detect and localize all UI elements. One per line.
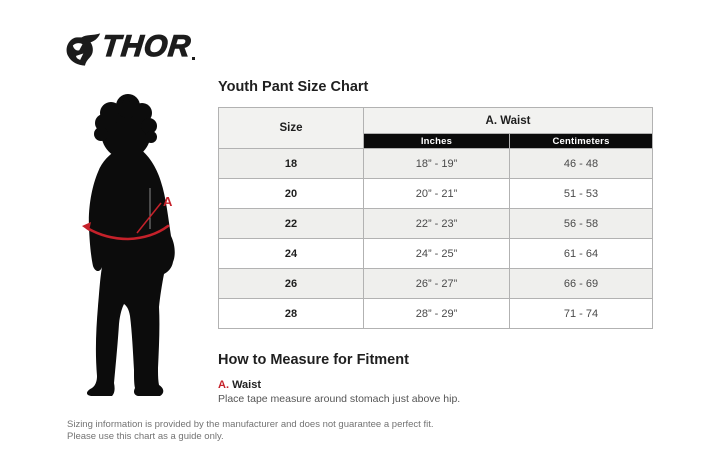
centimeters-value: 61 - 64 xyxy=(508,238,654,269)
measure-item-label: Waist xyxy=(232,379,261,391)
table-row: 24 24” - 25” 61 - 64 xyxy=(218,238,654,269)
size-value: 24 xyxy=(218,238,364,269)
waist-arrow-icon xyxy=(82,222,91,231)
column-header-size: Size xyxy=(218,107,364,149)
disclaimer-line-2: Please use this chart as a guide only. xyxy=(67,431,224,442)
size-value: 20 xyxy=(218,178,364,209)
table-row: 26 26” - 27” 66 - 69 xyxy=(218,268,654,299)
size-value: 28 xyxy=(218,298,364,329)
table-row: 22 22” - 23” 56 - 58 xyxy=(218,208,654,239)
centimeters-value: 71 - 74 xyxy=(508,298,654,329)
inches-value: 22” - 23” xyxy=(363,208,510,239)
chart-title: Youth Pant Size Chart xyxy=(218,79,369,95)
logo-trademark-dot xyxy=(192,57,195,60)
column-header-centimeters: Centimeters xyxy=(508,133,654,149)
measure-section-title: How to Measure for Fitment xyxy=(218,352,409,368)
size-value: 18 xyxy=(218,148,364,179)
disclaimer-line-1: Sizing information is provided by the ma… xyxy=(67,419,434,430)
inches-value: 20” - 21” xyxy=(363,178,510,209)
centimeters-value: 66 - 69 xyxy=(508,268,654,299)
measure-item-heading: A. Waist xyxy=(218,379,652,392)
table-row: 18 18” - 19” 46 - 48 xyxy=(218,148,654,179)
inches-value: 24” - 25” xyxy=(363,238,510,269)
column-header-inches: Inches xyxy=(363,133,510,149)
marker-leader-line xyxy=(136,202,162,234)
column-header-waist: A. Waist xyxy=(362,107,654,134)
measure-item-description: Place tape measure around stomach just a… xyxy=(218,393,461,405)
measure-item-waist: A. Waist Place tape measure around stoma… xyxy=(218,379,652,406)
child-silhouette xyxy=(86,94,175,396)
inches-value: 18” - 19” xyxy=(363,148,510,179)
waist-marker-label: A xyxy=(163,194,173,209)
inches-value: 26” - 27” xyxy=(363,268,510,299)
table-row: 20 20” - 21” 51 - 53 xyxy=(218,178,654,209)
waist-measure-marker: A xyxy=(82,194,173,241)
centimeters-value: 46 - 48 xyxy=(508,148,654,179)
size-value: 22 xyxy=(218,208,364,239)
content-column: Youth Pant Size Chart Size A. Waist Inch… xyxy=(218,79,654,406)
centimeters-value: 56 - 58 xyxy=(508,208,654,239)
child-silhouette-figure: A xyxy=(82,94,175,396)
inches-value: 28” - 29” xyxy=(363,298,510,329)
measure-item-key: A. xyxy=(218,379,229,391)
table-row: 28 28” - 29” 71 - 74 xyxy=(218,298,654,329)
thor-helmet-icon xyxy=(66,33,101,66)
size-chart-table: Size A. Waist Inches Centimeters 18 18” … xyxy=(218,107,654,329)
disclaimer: Sizing information is provided by the ma… xyxy=(67,419,434,443)
waist-measure-curve xyxy=(85,224,170,241)
centimeters-value: 51 - 53 xyxy=(508,178,654,209)
size-value: 26 xyxy=(218,268,364,299)
brand-wordmark: THOR xyxy=(100,29,194,63)
brand-logo: THOR xyxy=(64,29,195,66)
